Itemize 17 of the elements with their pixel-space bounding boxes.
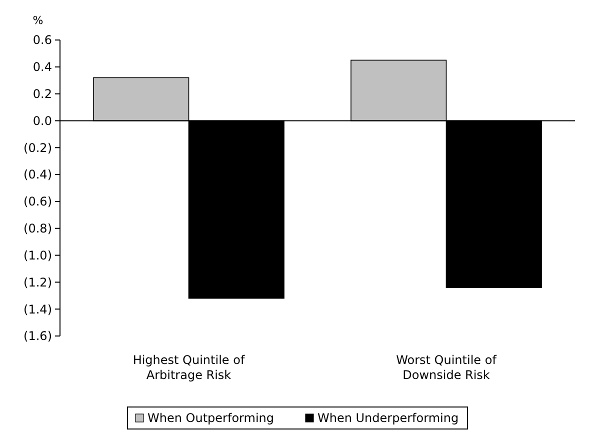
y-tick-label: (0.6): [24, 194, 52, 209]
y-tick-label: 0.6: [32, 33, 52, 48]
y-tick-label: (0.4): [24, 168, 52, 182]
y-tick-label: 0.2: [32, 87, 52, 102]
x-tick-label: Highest Quintile of Arbitrage Risk: [132, 353, 246, 382]
x-tick-label: Worst Quintile of Downside Risk: [396, 353, 498, 382]
y-tick-label: 0.4: [32, 60, 52, 74]
y-tick-label: (1.0): [24, 248, 52, 262]
y-tick-label: (1.6): [24, 329, 52, 344]
y-tick-label: (0.8): [24, 222, 52, 236]
y-tick-label: (1.4): [24, 302, 52, 316]
legend-label: When Outperforming: [148, 411, 274, 426]
legend-label: When Underperforming: [318, 411, 459, 426]
y-tick-label: 0.0: [32, 114, 52, 128]
y-tick-label: (0.2): [24, 140, 52, 155]
y-axis-title: %: [32, 14, 44, 27]
y-tick-label: (1.2): [24, 275, 52, 290]
